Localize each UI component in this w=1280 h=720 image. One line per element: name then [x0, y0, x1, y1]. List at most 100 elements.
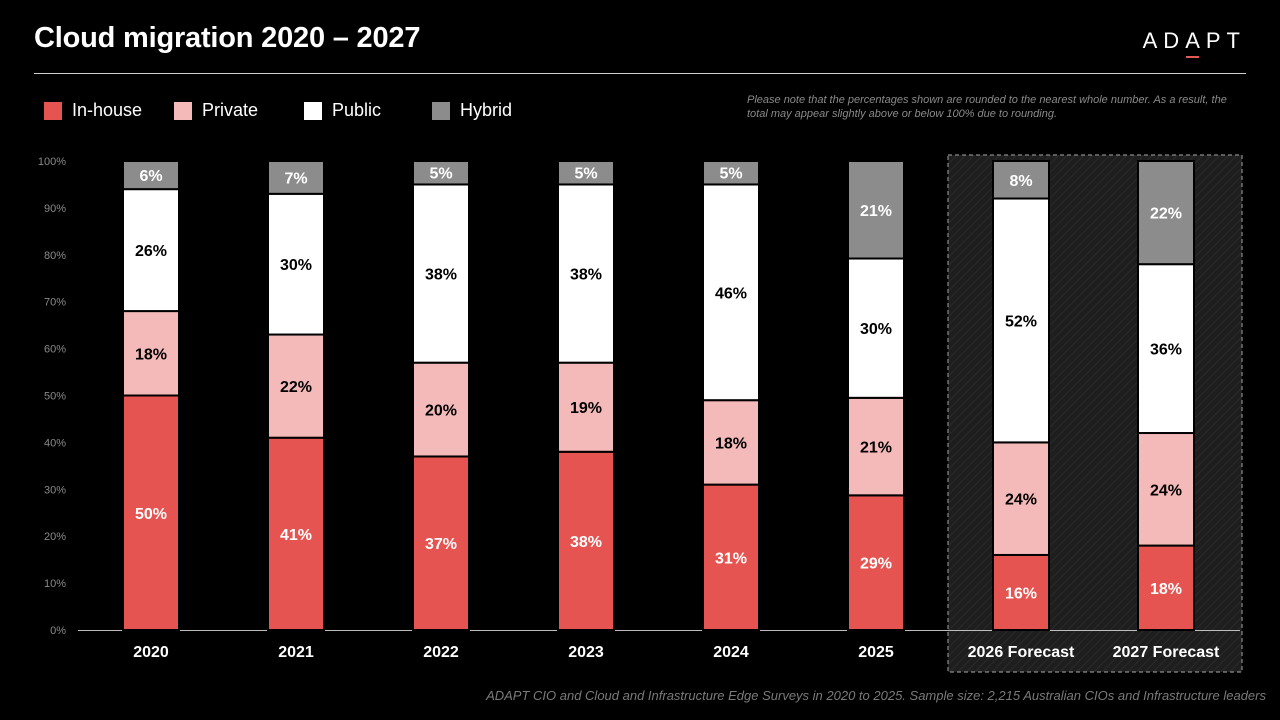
data-label: 19% [570, 400, 602, 417]
bar-segment-inhouse [122, 394, 180, 631]
y-tick-label: 30% [44, 484, 66, 496]
title-divider [34, 73, 1246, 74]
data-label: 22% [1150, 206, 1182, 223]
legend-swatch [174, 101, 192, 120]
legend-item-inhouse: In-house [44, 100, 174, 121]
bar-segment-hybrid [702, 160, 760, 186]
x-category-label: 2025 [858, 644, 894, 661]
data-label: 5% [719, 166, 742, 183]
data-label: 6% [139, 168, 162, 185]
chart-legend: In-house Private Public Hybrid [44, 100, 562, 121]
bar-segment-public [702, 183, 760, 402]
data-label: 16% [1005, 585, 1037, 602]
data-label: 24% [1150, 482, 1182, 499]
bar-segment-public [847, 257, 905, 399]
legend-swatch [44, 101, 62, 120]
bar-segment-hybrid [557, 160, 615, 186]
bar-segment-private [557, 361, 615, 453]
data-label: 30% [860, 321, 892, 338]
bar-segment-inhouse [412, 455, 470, 631]
legend-swatch [432, 101, 450, 120]
data-label: 37% [425, 536, 457, 553]
x-category-label: 2021 [278, 644, 314, 661]
data-label: 52% [1005, 313, 1037, 330]
bar-segment-inhouse [557, 450, 615, 631]
legend-item-hybrid: Hybrid [432, 100, 562, 121]
bar-segment-public [1137, 263, 1195, 435]
data-label: 22% [280, 379, 312, 396]
y-tick-label: 70% [44, 297, 66, 309]
data-label: 38% [570, 267, 602, 284]
logo-text-end: PT [1205, 28, 1246, 53]
y-tick-label: 0% [50, 625, 66, 637]
bar-segment-hybrid [992, 160, 1050, 200]
data-label: 38% [425, 267, 457, 284]
x-category-label: 2023 [568, 644, 604, 661]
data-label: 18% [1150, 581, 1182, 598]
legend-label: Private [202, 100, 259, 120]
data-label: 20% [425, 403, 457, 420]
data-label: 41% [280, 527, 312, 544]
legend-label: Hybrid [460, 100, 513, 120]
y-tick-label: 100% [38, 156, 66, 168]
bar-segment-private [122, 310, 180, 397]
data-label: 5% [429, 166, 452, 183]
data-label: 31% [715, 550, 747, 567]
data-label: 50% [135, 506, 167, 523]
bar-segment-public [267, 192, 325, 336]
bar-segment-inhouse [992, 553, 1050, 632]
x-category-label: 2027 Forecast [1113, 644, 1220, 661]
bar-segment-hybrid [1137, 160, 1195, 266]
data-label: 21% [860, 203, 892, 220]
bar-segment-private [412, 361, 470, 458]
source-footnote: ADAPT CIO and Cloud and Infrastructure E… [486, 688, 1266, 703]
y-tick-label: 40% [44, 437, 66, 449]
x-category-label: 2026 Forecast [968, 644, 1075, 661]
bar-segment-private [1137, 432, 1195, 547]
data-label: 26% [135, 243, 167, 260]
bar-segment-hybrid [847, 160, 905, 260]
bar-segment-private [702, 399, 760, 486]
logo-caret-letter: A [1185, 28, 1206, 58]
data-label: 38% [570, 534, 602, 551]
legend-item-public: Public [304, 100, 432, 121]
bar-segment-inhouse [1137, 544, 1195, 632]
bar-segment-public [557, 183, 615, 364]
data-label: 7% [284, 170, 307, 187]
x-category-label: 2022 [423, 644, 459, 661]
legend-swatch [304, 101, 322, 120]
y-tick-label: 20% [44, 531, 66, 543]
bar-segment-hybrid [412, 160, 470, 186]
data-label: 5% [574, 166, 597, 183]
y-tick-label: 10% [44, 578, 66, 590]
bar-segment-private [267, 333, 325, 439]
legend-label: In-house [72, 100, 143, 120]
bar-segment-hybrid [122, 160, 180, 191]
x-category-label: 2024 [713, 644, 749, 661]
bar-segment-inhouse [847, 494, 905, 631]
legend-label: Public [332, 100, 382, 120]
data-label: 8% [1009, 173, 1032, 190]
bar-segment-public [412, 183, 470, 364]
data-label: 36% [1150, 342, 1182, 359]
data-label: 18% [135, 346, 167, 363]
data-label: 30% [280, 257, 312, 274]
data-label: 46% [715, 285, 747, 302]
logo-text-start: AD [1142, 28, 1186, 53]
y-tick-label: 80% [44, 250, 66, 262]
adapt-logo: ADAPT [1142, 28, 1246, 58]
bar-segment-hybrid [267, 160, 325, 195]
bar-segment-public [992, 197, 1050, 444]
data-label: 21% [860, 440, 892, 457]
rounding-note: Please note that the percentages shown a… [747, 94, 1227, 120]
data-label: 18% [715, 435, 747, 452]
chart-title: Cloud migration 2020 – 2027 [34, 22, 421, 54]
data-label: 29% [860, 556, 892, 573]
y-tick-label: 60% [44, 344, 66, 356]
legend-item-private: Private [174, 100, 304, 121]
x-category-label: 2020 [133, 644, 169, 661]
y-tick-label: 90% [44, 203, 66, 215]
bar-segment-inhouse [267, 436, 325, 631]
data-label: 24% [1005, 492, 1037, 509]
